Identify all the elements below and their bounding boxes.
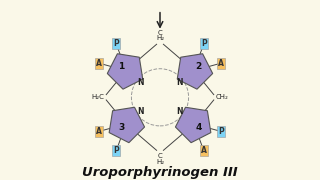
Text: N: N (137, 107, 144, 116)
Text: N: N (137, 78, 144, 87)
Text: A: A (218, 59, 224, 68)
Text: A: A (201, 146, 207, 155)
Text: H₂C: H₂C (91, 94, 104, 100)
Text: C
H₂: C H₂ (156, 153, 164, 165)
Text: Uroporphyrinogen III: Uroporphyrinogen III (82, 166, 238, 179)
Text: N: N (176, 78, 183, 87)
Polygon shape (109, 107, 145, 143)
Text: 4: 4 (195, 123, 202, 132)
Text: N: N (176, 107, 183, 116)
Text: C
H₂: C H₂ (156, 30, 164, 41)
Text: P: P (218, 127, 224, 136)
Text: A: A (96, 59, 102, 68)
Text: P: P (201, 39, 207, 48)
Text: P: P (113, 39, 119, 48)
Polygon shape (107, 54, 143, 89)
Text: 1: 1 (118, 62, 125, 71)
Text: CH₂: CH₂ (216, 94, 229, 100)
Text: A: A (96, 127, 102, 136)
Polygon shape (177, 54, 213, 89)
Text: P: P (113, 146, 119, 155)
Text: 2: 2 (195, 62, 202, 71)
Text: 3: 3 (118, 123, 125, 132)
Polygon shape (175, 107, 211, 143)
